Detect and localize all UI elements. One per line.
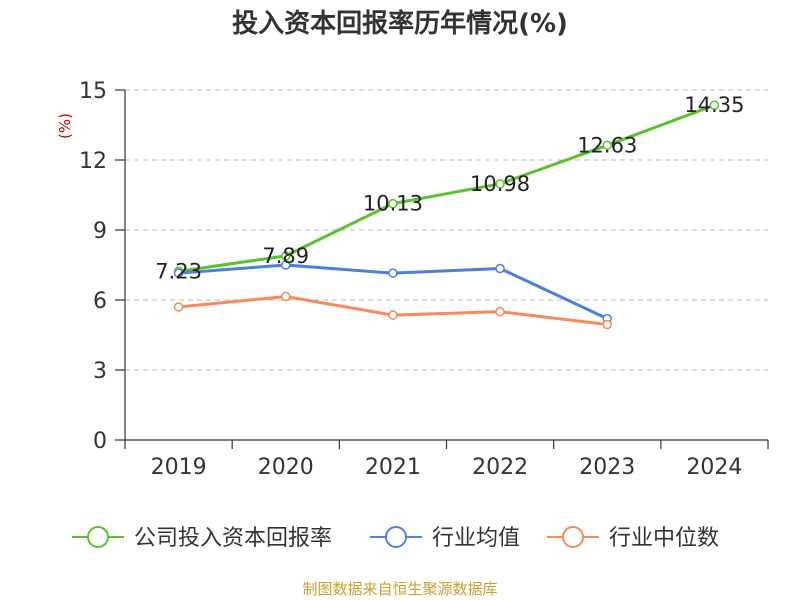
data-label-2021: 10.13 [363, 192, 423, 216]
y-tick-label-6: 6 [93, 289, 107, 314]
y-tick-label-3: 3 [93, 359, 107, 384]
x-tick-label-2021: 2021 [365, 455, 421, 480]
legend-label-1: 行业均值 [432, 526, 520, 551]
y-tick-label-9: 9 [93, 219, 107, 244]
axes: 0 3 6 9 12 15 2019 2020 2021 2022 2023 2024 [79, 79, 769, 480]
x-tick-label-2020: 2020 [258, 455, 314, 480]
data-point-s2-2022 [495, 306, 505, 317]
data-label-2024: 14.35 [684, 93, 744, 117]
x-tick-label-2022: 2022 [472, 455, 528, 480]
legend-label-0: 公司投入资本回报率 [134, 526, 332, 551]
data-point-s2-2021 [388, 310, 398, 320]
data-point-s1-2021 [388, 268, 398, 278]
legend-marker-0 [87, 526, 109, 548]
legend-marker-2 [562, 526, 584, 548]
y-axis-label: (%) [56, 113, 74, 139]
y-tick-label-0: 0 [93, 429, 107, 454]
data-point-s0-2021 [388, 198, 398, 209]
legend-marker-1 [385, 526, 407, 548]
data-point-s0-2022 [495, 179, 505, 189]
series-group [173, 100, 720, 330]
x-tick-label-2023: 2023 [579, 455, 635, 480]
gridlines [125, 89, 768, 371]
data-label-2023: 12.63 [577, 133, 637, 157]
x-tick-label-2024: 2024 [686, 455, 742, 480]
data-point-s0-2023 [602, 140, 612, 151]
data-label-2019: 7.23 [155, 259, 202, 283]
data-point-s1-2019 [173, 268, 184, 278]
data-point-s2-2023 [602, 319, 612, 330]
data-labels: 7.23 7.89 10.13 10.98 12.63 14.35 [155, 93, 744, 283]
series-line-0 [178, 103, 715, 273]
data-point-s1-2022 [495, 263, 505, 274]
data-point-s0-2020 [281, 251, 291, 261]
data-point-s1-2020 [281, 260, 291, 270]
chart-title: 投入资本回报率历年情况(%) [232, 8, 568, 39]
x-tick-label-2019: 2019 [151, 455, 207, 480]
source-note: 制图数据来自恒生聚源数据库 [302, 580, 497, 598]
data-label-2022: 10.98 [470, 172, 530, 196]
data-label-2020: 7.89 [262, 244, 309, 268]
y-tick-label-12: 12 [79, 149, 107, 174]
legend: 公司投入资本回报率 行业均值 行业中位数 [72, 526, 719, 551]
data-point-s2-2019 [173, 302, 184, 312]
data-point-s0-2024 [709, 100, 720, 110]
data-point-s2-2020 [281, 291, 291, 302]
legend-label-2: 行业中位数 [609, 526, 719, 551]
y-tick-label-15: 15 [79, 79, 107, 104]
